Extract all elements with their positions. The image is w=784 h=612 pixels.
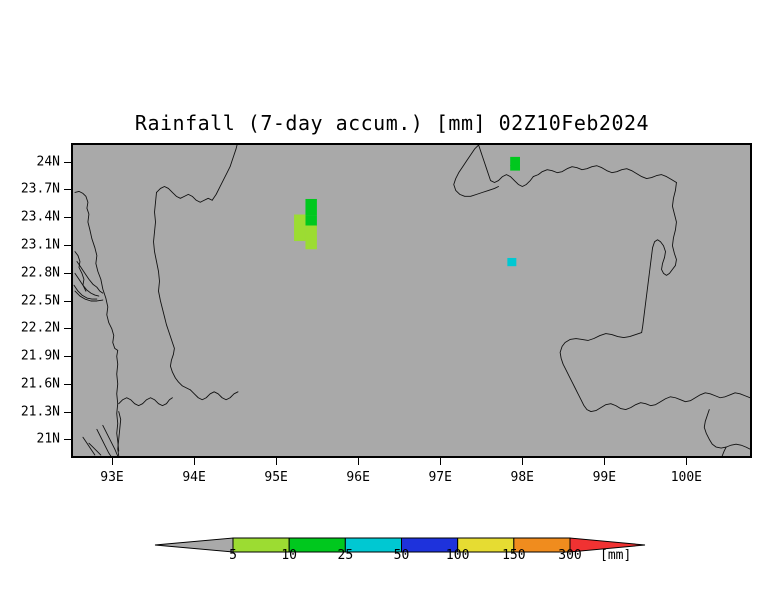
rainfall-cell <box>294 214 306 230</box>
x-axis-tick-mark <box>522 458 524 465</box>
x-axis-tick-label: 93E <box>100 470 124 485</box>
rainfall-cell <box>294 228 306 242</box>
y-axis-tick-mark <box>64 383 71 385</box>
y-axis-tick-label: 21.3N <box>20 404 60 420</box>
y-axis-tick-label: 23.7N <box>20 181 60 197</box>
x-axis-tick-label: 94E <box>182 470 206 485</box>
x-axis-tick-label: 96E <box>346 470 370 485</box>
colorbar-over-arrow <box>569 537 646 553</box>
y-axis-tick-mark <box>64 328 71 330</box>
rainfall-cell <box>305 198 317 216</box>
x-axis-tick-label: 98E <box>510 470 534 485</box>
y-axis-tick-mark <box>64 161 71 163</box>
colorbar-tick-label: 50 <box>393 548 410 563</box>
colorbar-tick-label: 10 <box>281 548 297 563</box>
y-axis-tick-mark <box>64 356 71 358</box>
y-axis-tick-mark <box>64 300 71 302</box>
rainfall-cell <box>305 215 317 227</box>
y-axis-tick-label: 23.4N <box>20 209 60 225</box>
rainfall-cell <box>507 257 517 267</box>
x-axis-tick-label: 99E <box>592 470 617 485</box>
y-axis-tick-label: 22.8N <box>20 265 60 281</box>
y-axis-tick-mark <box>64 272 71 274</box>
rainfall-cell <box>510 165 520 171</box>
colorbar-tick-label: 5 <box>229 548 237 563</box>
x-axis-tick-mark <box>358 458 360 465</box>
rainfall-cell <box>510 156 520 167</box>
map-plot-area <box>71 143 752 458</box>
x-axis-tick-mark <box>686 458 688 465</box>
colorbar-swatches <box>154 537 646 553</box>
y-axis-tick-label: 21N <box>36 431 60 447</box>
x-axis-tick-mark <box>440 458 442 465</box>
y-axis-tick-mark <box>64 217 71 219</box>
y-axis-tick-mark <box>64 439 71 441</box>
map-geography <box>73 145 750 456</box>
colorbar-legend: 5 10 25 50 100 150 300 [mm] <box>0 520 784 590</box>
x-axis-tick-label: 97E <box>428 470 452 485</box>
y-axis-tick-label: 21.9N <box>20 348 60 364</box>
coastline-paths <box>73 145 750 456</box>
colorbar-under-arrow <box>154 537 234 553</box>
y-axis-tick-label: 22.5N <box>20 293 60 308</box>
colorbar-tick-label: 25 <box>337 548 354 563</box>
y-axis-tick-mark <box>64 189 71 191</box>
rainfall-cell <box>305 238 317 250</box>
y-axis-tick-mark <box>64 411 71 413</box>
y-axis-tick-label: 21.6N <box>20 376 60 392</box>
x-axis-tick-mark <box>194 458 196 465</box>
x-axis-tick-mark <box>604 458 606 465</box>
y-axis-tick-mark <box>64 244 71 246</box>
x-axis-tick-mark <box>112 458 114 465</box>
x-axis-tick-label: 100E <box>670 470 703 485</box>
page-title: Rainfall (7-day accum.) [mm] 02Z10Feb202… <box>134 111 650 135</box>
y-axis-tick-label: 24N <box>36 154 60 170</box>
rainfall-data-cells <box>294 156 520 267</box>
colorbar-tick-label: 100 <box>445 548 470 563</box>
y-axis-tick-label: 23.1N <box>20 237 60 253</box>
x-axis-tick-mark <box>276 458 278 465</box>
y-axis-tick-label: 22.2N <box>20 320 60 336</box>
rainfall-cell <box>305 225 317 241</box>
colorbar-unit-label: [mm] <box>600 548 632 563</box>
x-axis-tick-label: 95E <box>264 470 288 485</box>
colorbar-tick-label: 150 <box>502 548 526 563</box>
colorbar-tick-label: 300 <box>558 548 582 563</box>
